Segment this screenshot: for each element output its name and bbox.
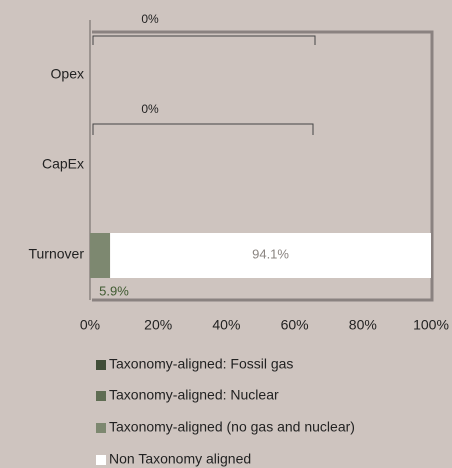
legend-swatch — [96, 455, 106, 465]
x-tick-label: 0% — [80, 317, 100, 333]
annotation: 0% — [141, 12, 159, 26]
legend-label: Taxonomy-aligned: Nuclear — [109, 387, 279, 403]
x-tick-label: 60% — [281, 317, 309, 333]
legend-label: Taxonomy-aligned (no gas and nuclear) — [109, 419, 355, 435]
bracket — [92, 35, 316, 45]
bar — [110, 233, 431, 278]
x-tick-label: 40% — [212, 317, 240, 333]
legend-label: Taxonomy-aligned: Fossil gas — [109, 356, 293, 372]
y-tick-label: CapEx — [42, 156, 84, 172]
annotation: 0% — [141, 102, 159, 116]
bracket — [92, 123, 314, 135]
data-label: 94.1% — [252, 246, 289, 261]
x-tick-label: 100% — [413, 317, 449, 333]
x-tick-label: 20% — [144, 317, 172, 333]
data-label: 5.9% — [99, 283, 129, 298]
y-tick-label: Turnover — [28, 246, 84, 262]
plot-shadow — [92, 30, 434, 302]
x-tick-label: 80% — [349, 317, 377, 333]
legend-swatch — [96, 423, 106, 433]
legend-label: Non Taxonomy aligned — [109, 451, 251, 467]
legend-swatch — [96, 391, 106, 401]
y-tick-label: Opex — [51, 66, 84, 82]
legend-swatch — [96, 360, 106, 370]
bar — [90, 233, 111, 278]
